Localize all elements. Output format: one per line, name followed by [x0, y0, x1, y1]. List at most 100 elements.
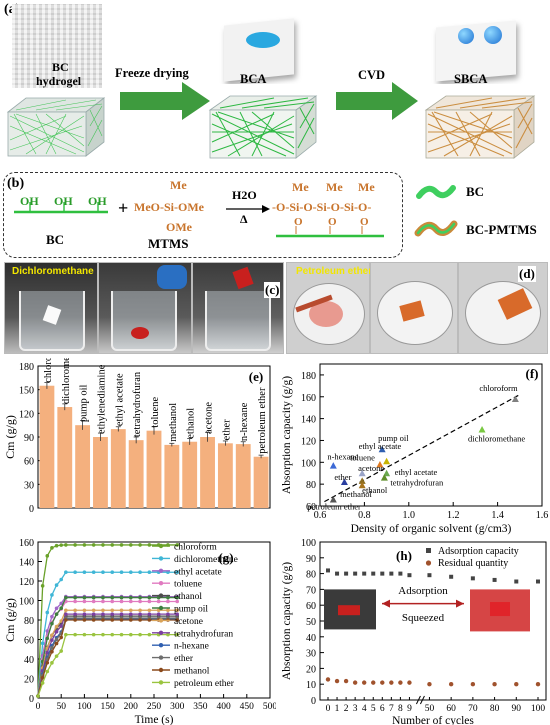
- x-tick-label: 80: [490, 704, 500, 714]
- series-point: [110, 599, 115, 604]
- bar-dichloromethane: [57, 407, 73, 508]
- legend-label-n-hexane: n-hexane: [174, 642, 209, 652]
- x-tick-label: 0: [36, 702, 41, 712]
- residual-point: [343, 678, 349, 684]
- y-tick-label: 60: [306, 502, 316, 513]
- panel-e-label: (e): [249, 369, 263, 384]
- x-tick-label: 2: [344, 704, 349, 714]
- residual-point: [352, 680, 358, 685]
- x-tick-label: 1: [335, 704, 340, 714]
- residual-point: [334, 678, 340, 684]
- product-bc-chain: [276, 226, 384, 238]
- x-tick-label: 4: [362, 704, 367, 714]
- legend-label-ethanol: ethanol: [174, 592, 202, 602]
- x-tick-label: 1.6: [536, 510, 549, 521]
- series-point: [40, 681, 45, 685]
- point-label: ethyl acetate: [395, 467, 438, 477]
- series-point: [64, 632, 68, 637]
- product-me-2: Me: [326, 180, 343, 194]
- bca-blue-stain: [246, 32, 280, 48]
- series-point: [54, 583, 59, 587]
- bar-acetone: [200, 437, 215, 508]
- series-point: [166, 632, 170, 637]
- series-point: [59, 649, 63, 653]
- series-point: [64, 570, 68, 575]
- y-tick-label: 80: [306, 570, 316, 581]
- series-point: [59, 601, 63, 606]
- inset-sponge-before: [338, 605, 360, 616]
- series-point: [91, 632, 96, 637]
- point-label: tetrahydrofuran: [390, 478, 444, 488]
- legend-marker: [158, 667, 164, 673]
- series-point: [91, 618, 96, 622]
- series-point: [82, 570, 87, 575]
- petroleum-ether-label: Petroleum ether: [296, 266, 373, 277]
- series-point: [40, 584, 45, 588]
- beaker-3: [205, 291, 271, 351]
- x-tick-label: 100: [77, 702, 92, 712]
- legend-label-methanol: methanol: [174, 667, 210, 677]
- x-tick-label: 100: [531, 704, 546, 714]
- bar-ethyl-acetate: [110, 429, 126, 508]
- y-tick-label: 70: [306, 585, 316, 596]
- point-petroleum-ether: [329, 495, 337, 503]
- bar-ether: [217, 443, 233, 508]
- adsorption-point: [371, 571, 376, 576]
- legend-marker-adsorption: [426, 548, 431, 553]
- legend-marker: [158, 655, 164, 660]
- bar-label: n-hexane: [239, 402, 250, 441]
- point-label: petroleum ether: [307, 501, 361, 511]
- x-axis-label: Time (s): [135, 714, 174, 725]
- series-point: [54, 612, 59, 616]
- series-point: [119, 618, 124, 622]
- bar-label: dichloromethane: [61, 358, 72, 404]
- point-label: n-hexane: [327, 452, 358, 462]
- bc-hydrogel-photo: [12, 4, 102, 88]
- series-point: [138, 599, 142, 604]
- point-methanol: [358, 481, 366, 489]
- residual-point: [361, 680, 367, 685]
- y-axis-label: Cm (g/g): [3, 598, 17, 642]
- panel-b-frame: [3, 172, 403, 258]
- series-point: [110, 595, 115, 600]
- series-point: [166, 612, 170, 616]
- photo-d-1: [286, 262, 370, 354]
- sbca-photo: [430, 4, 526, 84]
- chart-g-time-line: 0 50 100 150 200 250 300 350 400 450 500 0 20 40 60 80 1…: [3, 538, 276, 725]
- series-point: [147, 608, 152, 613]
- series-point: [166, 599, 170, 604]
- legend-marker: [158, 543, 164, 549]
- series-point: [59, 624, 63, 628]
- series-point: [101, 570, 105, 575]
- bc-legend-label: BC: [466, 184, 485, 199]
- y-tick-label: 120: [19, 577, 34, 588]
- residual-point: [470, 682, 476, 687]
- series-point: [147, 599, 152, 604]
- point-ether: [340, 478, 348, 485]
- legend-marker: [158, 556, 164, 561]
- bc-chain: [14, 202, 108, 214]
- series-point: [82, 618, 87, 622]
- series-point: [59, 635, 63, 640]
- y-tick-label: 160: [19, 538, 34, 549]
- freeze-drying-label: Freeze drying: [115, 66, 189, 80]
- sbca-network-box: [424, 95, 536, 159]
- photo-c-1: [4, 262, 98, 354]
- x-tick-label: 0.6: [314, 510, 327, 521]
- mtms-name: MTMS: [148, 236, 189, 251]
- series-point: [175, 632, 179, 637]
- point-ethyl-acetate: [383, 457, 391, 465]
- adsorption-point: [407, 573, 412, 578]
- series-point: [138, 543, 142, 547]
- photo-c-2: [98, 262, 192, 354]
- bar-ethanol: [182, 441, 198, 508]
- product-o-1: O: [294, 216, 303, 228]
- y-tick-label: 10: [306, 680, 316, 691]
- point-dichloromethane: [478, 426, 486, 433]
- x-tick-label: 300: [170, 702, 185, 712]
- panel-h-label: (h): [396, 548, 412, 563]
- adsorption-point: [470, 576, 475, 581]
- sbca-droplet-1: [458, 28, 474, 44]
- series-point: [91, 570, 96, 575]
- bar-label: ethyl acetate: [114, 373, 125, 426]
